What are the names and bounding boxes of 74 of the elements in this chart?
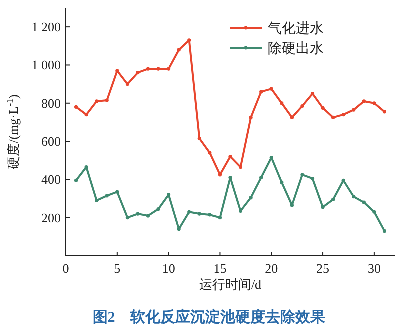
point [146,67,150,71]
point [116,69,120,73]
point [270,87,274,91]
point [208,213,212,217]
point [310,176,315,181]
point [105,98,109,102]
x-tick-label: 15 [214,261,227,276]
y-tick-label: 800 [42,96,61,111]
point [260,90,264,94]
y-tick-label: 1 200 [32,20,61,35]
point [146,214,150,218]
point [84,113,88,117]
point [372,210,376,214]
x-tick-label: 10 [162,261,176,276]
x-tick-label: 25 [316,261,330,276]
point [352,108,356,112]
point [167,67,171,71]
point [332,116,336,120]
point [362,200,366,204]
x-tick-label: 20 [265,261,278,276]
point [156,207,160,212]
point [300,173,304,177]
y-tick-label: 1 000 [32,58,61,73]
point [95,198,99,202]
point [136,71,140,75]
x-tick-label: 30 [368,261,381,276]
point [198,212,202,216]
legend-label: 除硬出水 [268,41,324,57]
point [177,48,181,52]
point [321,206,325,210]
point [198,136,202,140]
y-tick-label: 200 [42,210,61,226]
point [382,229,387,233]
point [188,210,192,214]
point [321,106,325,110]
point [382,110,387,114]
legend-label: 气化进水 [268,21,324,37]
point [362,100,366,104]
point [249,116,253,120]
point [208,151,212,155]
point [238,209,243,213]
point [310,92,315,96]
point [167,193,171,197]
y-tick-label: 600 [42,134,61,150]
point [249,196,253,200]
point [228,176,232,180]
point [228,155,232,159]
point [218,173,222,177]
point [218,216,222,220]
y-tick-label: 400 [42,172,61,188]
point [74,105,78,109]
point [332,198,336,202]
point [290,204,294,208]
point [352,195,356,199]
point [105,194,109,198]
x-axis-title: 运行时间/d [199,277,262,292]
point [136,212,140,216]
point [156,67,160,71]
point [126,82,130,86]
point [342,113,346,117]
point [280,180,284,184]
point [372,102,376,106]
point [300,104,304,108]
point [116,190,120,194]
point [188,38,192,42]
x-tick-label: 5 [114,261,121,276]
point [126,216,130,220]
point [74,178,78,182]
point [95,100,99,104]
point [260,176,264,180]
point [290,116,294,120]
text: 图2 软化反应沉淀池硬度去除效果 [92,308,326,326]
x-tick-label: 0 [62,261,70,276]
point [280,102,284,106]
